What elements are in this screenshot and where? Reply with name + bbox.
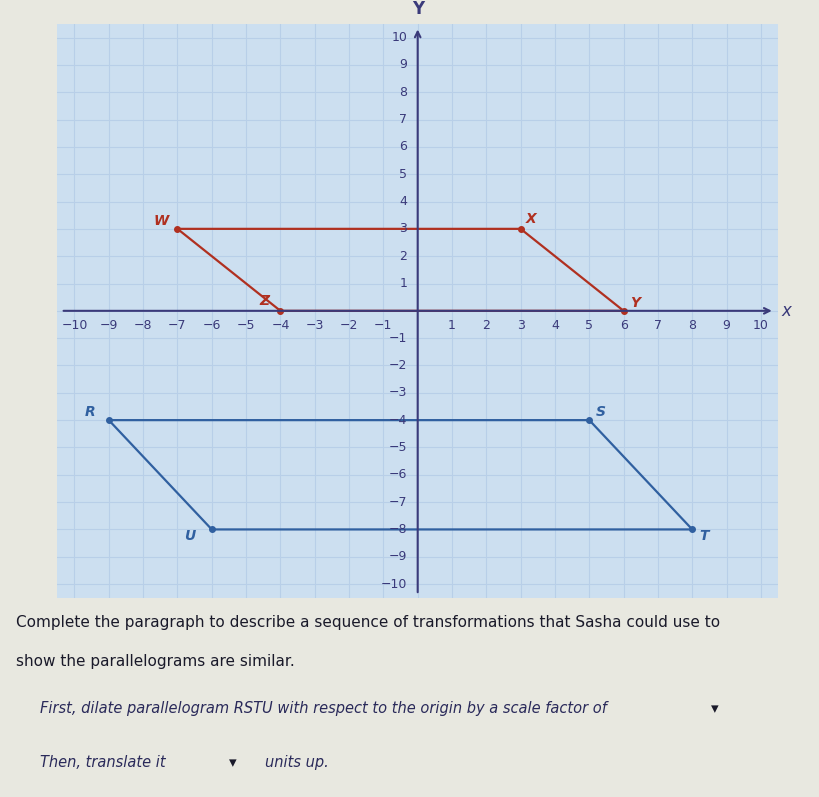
Text: −2: −2 [340, 319, 358, 332]
Text: T: T [699, 529, 708, 544]
Text: −10: −10 [381, 578, 407, 591]
Text: 10: 10 [753, 319, 769, 332]
Text: 8: 8 [688, 319, 696, 332]
Text: −4: −4 [271, 319, 290, 332]
Text: Z: Z [260, 294, 269, 308]
Text: ▾: ▾ [710, 701, 718, 717]
Text: 5: 5 [586, 319, 593, 332]
Text: 9: 9 [722, 319, 731, 332]
Text: W: W [153, 214, 169, 228]
Text: −3: −3 [389, 387, 407, 399]
Text: 10: 10 [391, 31, 407, 44]
Text: −2: −2 [389, 359, 407, 372]
Text: −6: −6 [389, 469, 407, 481]
Text: −5: −5 [389, 441, 407, 454]
Text: First, dilate parallelogram RSTU with respect to the origin by a scale factor of: First, dilate parallelogram RSTU with re… [40, 701, 607, 717]
Text: show the parallelograms are similar.: show the parallelograms are similar. [16, 654, 295, 669]
Text: 3: 3 [517, 319, 525, 332]
Text: −10: −10 [61, 319, 88, 332]
Text: 3: 3 [400, 222, 407, 235]
Text: units up.: units up. [265, 755, 328, 770]
Text: 1: 1 [400, 277, 407, 290]
Text: 6: 6 [400, 140, 407, 153]
Text: 4: 4 [400, 195, 407, 208]
Text: −8: −8 [133, 319, 152, 332]
Text: 4: 4 [551, 319, 559, 332]
Text: −1: −1 [389, 332, 407, 344]
Text: −7: −7 [389, 496, 407, 508]
Text: Y: Y [631, 296, 640, 310]
Text: 1: 1 [448, 319, 456, 332]
Text: 8: 8 [400, 86, 407, 99]
Text: −5: −5 [237, 319, 256, 332]
Text: x: x [781, 302, 791, 320]
Text: Y: Y [412, 1, 423, 18]
Text: −4: −4 [389, 414, 407, 426]
Text: −7: −7 [168, 319, 187, 332]
Text: ▾: ▾ [229, 755, 237, 770]
Text: 5: 5 [400, 167, 407, 181]
Text: 9: 9 [400, 58, 407, 72]
Text: Complete the paragraph to describe a sequence of transformations that Sasha coul: Complete the paragraph to describe a seq… [16, 615, 721, 630]
Text: X: X [526, 212, 536, 226]
Text: −9: −9 [389, 550, 407, 563]
Text: Then, translate it: Then, translate it [40, 755, 166, 770]
Text: 7: 7 [654, 319, 662, 332]
Text: R: R [85, 405, 95, 419]
Text: S: S [596, 405, 606, 419]
Text: 2: 2 [400, 249, 407, 263]
Text: −9: −9 [100, 319, 118, 332]
Text: 7: 7 [400, 113, 407, 126]
Text: 6: 6 [620, 319, 627, 332]
Text: −6: −6 [202, 319, 221, 332]
Text: −1: −1 [374, 319, 392, 332]
Text: 2: 2 [482, 319, 491, 332]
Text: U: U [184, 529, 196, 544]
Text: −8: −8 [389, 523, 407, 536]
Text: −3: −3 [305, 319, 324, 332]
